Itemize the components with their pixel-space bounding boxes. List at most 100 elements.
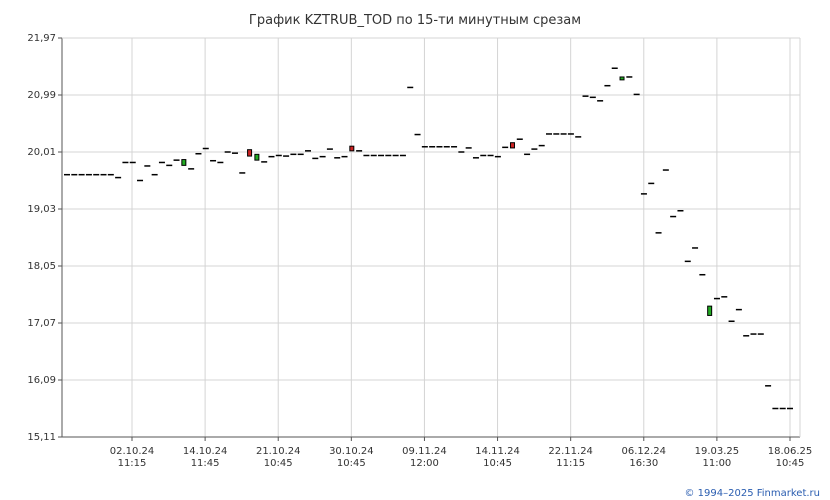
x-tick-time: 11:45 [191,458,220,469]
candle-flat [334,157,341,159]
candle-flat [217,161,224,164]
candle-flat [122,161,129,164]
candle-flat [480,154,487,157]
candle-flat [319,155,326,158]
candle-flat [611,67,618,69]
candle-flat [451,146,458,148]
candle-flat [684,260,691,263]
candle-flat [677,209,684,212]
candle-flat [166,164,173,167]
candle-flat [728,320,735,323]
candle-flat [188,168,195,170]
candle-flat [465,147,472,149]
candle-flat [494,155,501,158]
x-tick-date: 22.11.24 [548,446,593,457]
candle-flat [144,165,151,167]
candle-flat [392,154,399,157]
candle-bearish [247,149,253,157]
candle-flat [158,161,165,164]
x-tick-time: 10:45 [483,458,512,469]
candle-bullish [619,76,625,81]
x-tick-time: 10:45 [264,458,293,469]
grid [62,37,800,438]
x-tick-date: 09.11.24 [402,446,447,457]
candle-flat [64,173,70,176]
candle-flat [202,147,209,150]
candle-flat [210,159,217,162]
candle-flat [670,215,677,218]
candle-flat [407,86,414,89]
candle-flat [531,148,538,150]
candle-bullish [254,153,260,161]
y-tick-label: 20,01 [27,147,56,158]
candle-flat [713,297,720,300]
candle-bullish [707,305,713,316]
candle-flat [589,96,596,99]
candle-flat [575,136,582,138]
candle-flat [662,169,669,171]
y-tick-label: 20,99 [27,90,56,101]
x-tick-date: 19.03.25 [695,446,740,457]
candle-flat [115,176,122,179]
candle-flat [772,407,779,410]
candle-flat [538,144,545,147]
y-tick-label: 21,97 [27,33,56,44]
candle-flat [640,193,647,195]
candle-flat [735,308,742,311]
candle-flat [560,133,567,135]
candle-flat [502,146,509,149]
x-tick-date: 02.10.24 [110,446,155,457]
x-tick-date: 14.10.24 [183,446,228,457]
candle-flat [312,157,319,160]
candle-flat [385,154,392,157]
x-tick-date: 21.10.24 [256,446,301,457]
x-tick-date: 30.10.24 [329,446,374,457]
y-tick-label: 16,09 [27,375,56,386]
candle-flat [297,153,304,156]
candle-flat [173,159,180,161]
candle-flat [743,335,750,337]
candle-flat [414,133,421,136]
copyright-link[interactable]: © 1994–2025 Finmarket.ru [684,488,820,499]
candle-flat [275,154,282,157]
candle-flat [655,232,662,234]
candle-flat [305,150,311,152]
candle-flat [567,133,574,135]
candle-flat [326,148,333,150]
candle-flat [356,150,363,152]
candle-flat [363,154,370,157]
candle-flat [85,173,92,176]
chart-title: График KZTRUB_TOD по 15-ти минутным срез… [249,13,581,28]
candle-flat [370,154,377,157]
axes [58,37,801,441]
candle-flat [436,146,443,148]
candle-flat [378,154,385,157]
x-tick-date: 18.06.25 [768,446,813,457]
candle-flat [151,173,158,176]
candle-flat [699,273,706,276]
candle-flat [626,76,633,78]
candle-flat [100,173,107,176]
candle-flat [283,155,290,157]
candle-flat [429,146,436,148]
candle-flat [516,138,523,140]
candle-flat [546,133,552,135]
candle-flat [597,100,604,102]
candle-flat [290,153,297,156]
candle-bullish [181,159,187,166]
x-axis-ticks: 02.10.2411:1514.10.2411:4521.10.2410:453… [110,446,813,469]
y-tick-label: 18,05 [27,261,56,272]
candle-flat [78,173,85,176]
candle-flat [93,173,100,176]
x-tick-time: 16:30 [629,458,658,469]
candle-flat [648,182,655,185]
x-tick-time: 10:45 [337,458,366,469]
x-tick-time: 11:15 [118,458,147,469]
candle-flat [341,155,348,158]
x-tick-time: 11:15 [556,458,585,469]
candle-flat [750,333,757,335]
candle-flat [487,154,494,157]
y-tick-label: 19,03 [27,204,56,215]
x-tick-time: 10:45 [776,458,805,469]
candle-flat [553,133,560,135]
